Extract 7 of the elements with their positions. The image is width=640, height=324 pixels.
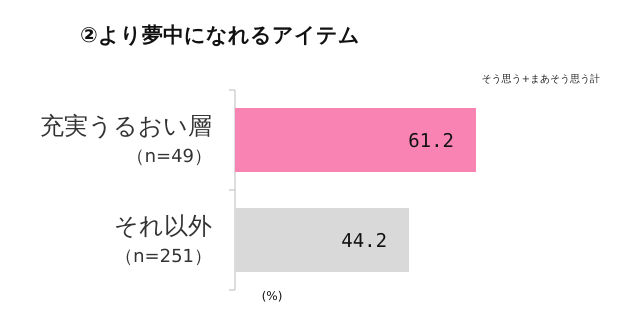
x-axis-title: (%) xyxy=(262,289,282,303)
y-tick-label: 充実うるおい層（n=49） xyxy=(40,112,212,167)
text: そう思う+まあそう思う計 xyxy=(482,73,600,85)
y-tick-label: それ以外（n=251） xyxy=(114,212,212,267)
data-label: 61.2 xyxy=(408,130,454,152)
chart-title: ②より夢中になれるアイテム xyxy=(80,23,360,47)
data-label: 44.2 xyxy=(341,230,388,252)
